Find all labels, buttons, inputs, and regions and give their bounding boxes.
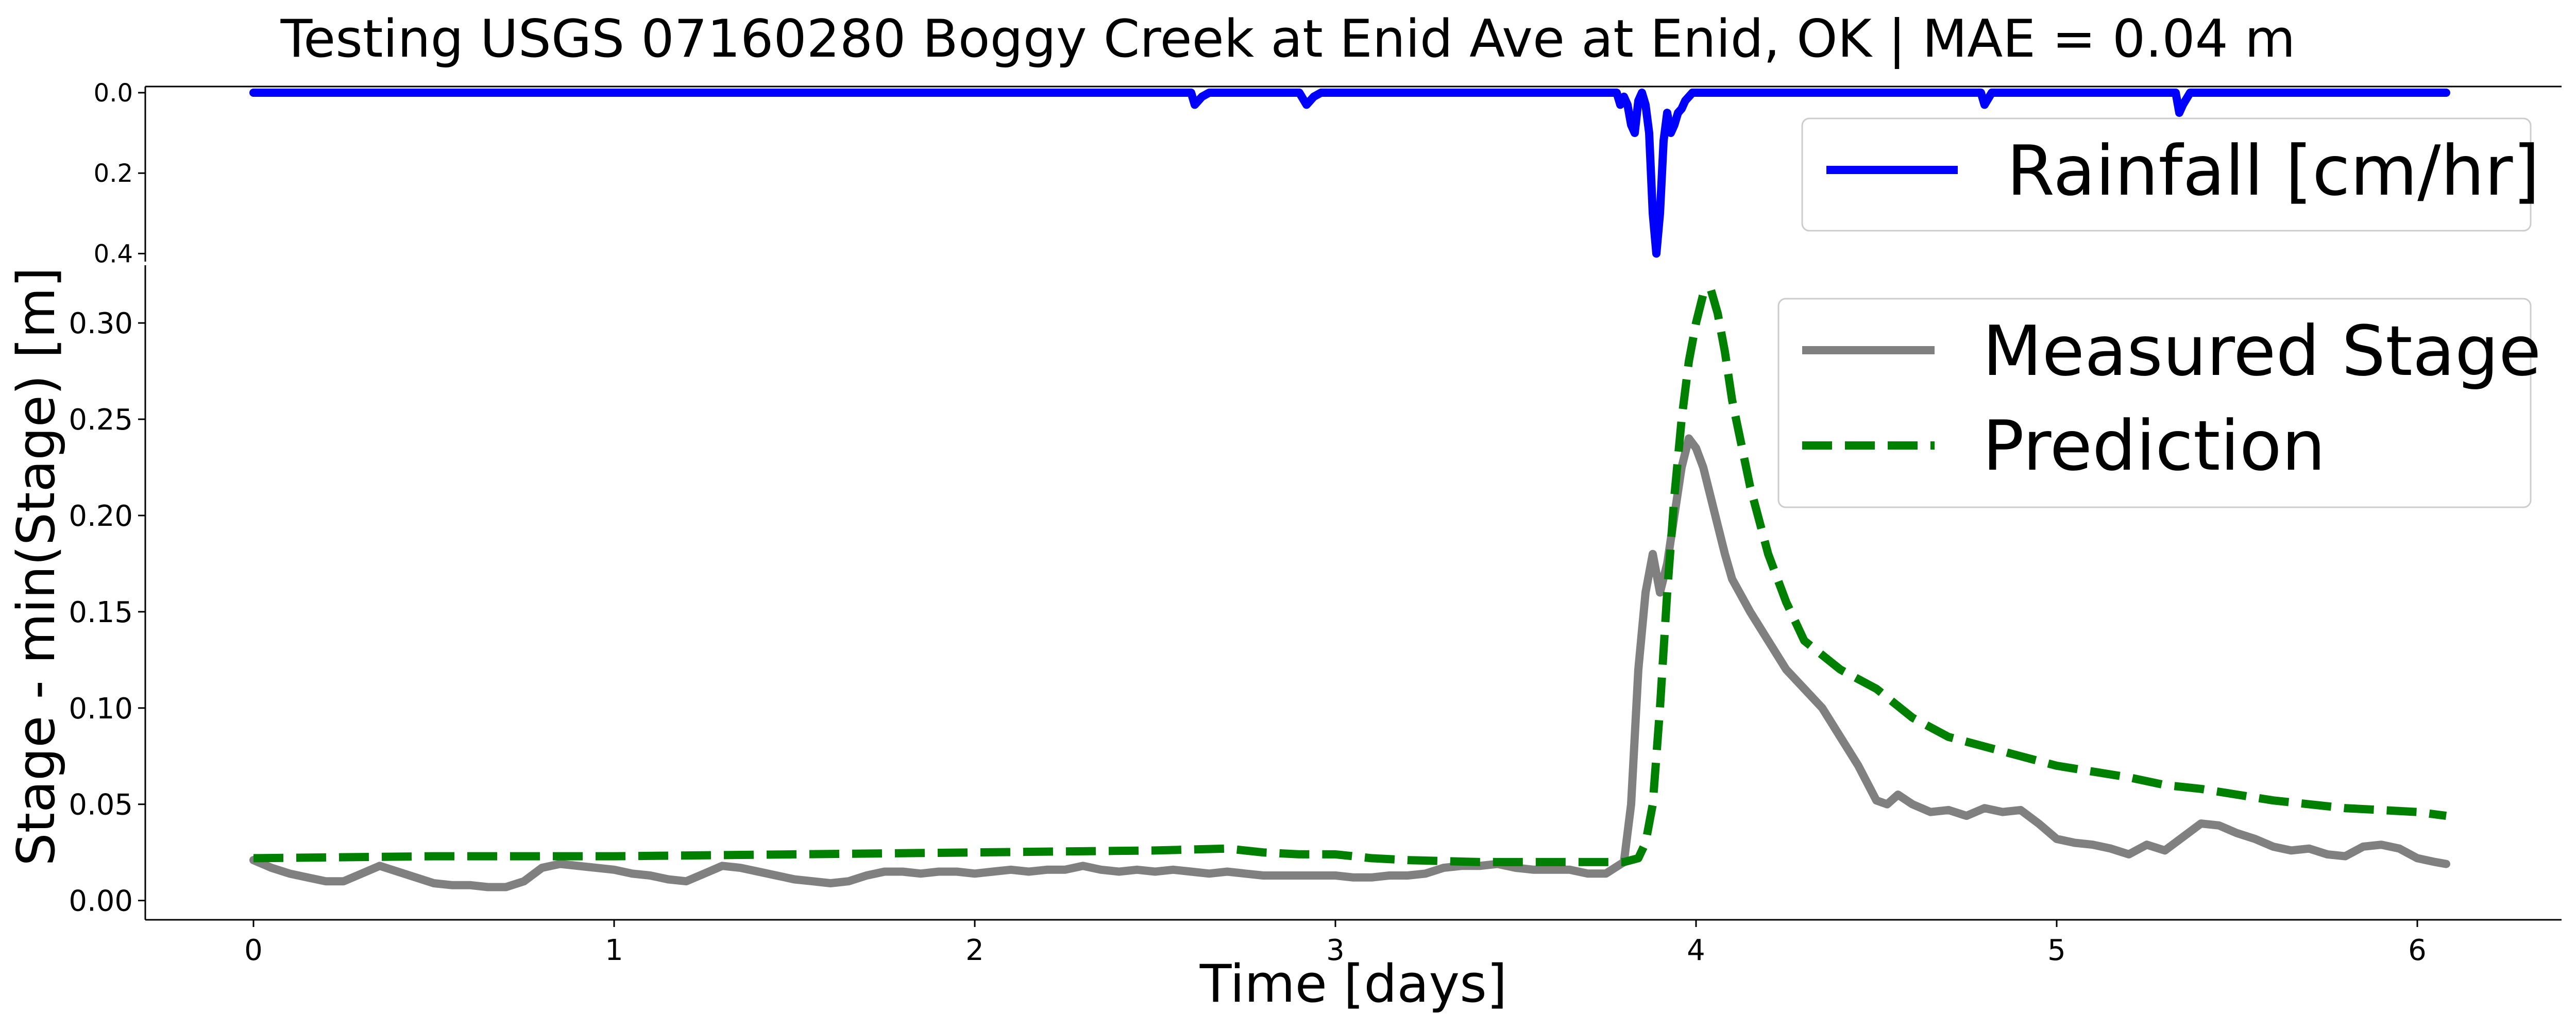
stage-y-tick-label: 0.05 bbox=[69, 788, 133, 822]
rainfall-y-tick-label: 0.4 bbox=[94, 239, 133, 268]
stage-x-tick-label: 5 bbox=[2047, 934, 2066, 967]
stage-series-group bbox=[249, 284, 2450, 891]
prediction-line bbox=[253, 284, 2447, 866]
stage-legend-frame bbox=[1777, 298, 2532, 508]
stage-y-ticks: 0.00 0.05 0.10 0.15 0.20 0.25 0.30 bbox=[69, 307, 145, 918]
measured-stage-legend-label: Measured Stage bbox=[1982, 311, 2541, 391]
stage-x-tick-label: 0 bbox=[244, 934, 263, 967]
chart-title: Testing USGS 07160280 Boggy Creek at Eni… bbox=[280, 8, 2296, 70]
stage-x-tick-label: 2 bbox=[965, 934, 984, 967]
stage-y-tick-label: 0.20 bbox=[69, 500, 133, 533]
y-axis-label: Stage - min(Stage) [m] bbox=[6, 267, 66, 866]
rainfall-panel: 0.0 0.2 0.4 Rainfall [cm/hr] bbox=[94, 79, 2562, 268]
x-axis-label: Time [days] bbox=[1199, 953, 1507, 1014]
stage-y-tick-label: 0.30 bbox=[69, 307, 133, 340]
stage-x-tick-label: 1 bbox=[605, 934, 623, 967]
rainfall-y-tick-label: 0.0 bbox=[94, 79, 133, 108]
stage-panel: 0.00 0.05 0.10 0.15 0.20 0.25 0.30 0 1 2 3 4 5 6 Tim… bbox=[6, 265, 2562, 1014]
rainfall-legend: Rainfall [cm/hr] bbox=[1801, 117, 2540, 232]
rainfall-y-tick-label: 0.2 bbox=[94, 159, 133, 188]
stage-x-ticks: 0 1 2 3 4 5 6 bbox=[244, 920, 2427, 967]
prediction-legend-label: Prediction bbox=[1982, 406, 2326, 486]
stage-y-tick-label: 0.25 bbox=[69, 403, 133, 437]
rainfall-y-ticks: 0.0 0.2 0.4 bbox=[94, 79, 145, 268]
stage-y-tick-label: 0.00 bbox=[69, 885, 133, 918]
stage-x-tick-label: 3 bbox=[1326, 934, 1345, 967]
stage-x-tick-label: 4 bbox=[1687, 934, 1705, 967]
rainfall-legend-frame bbox=[1801, 117, 2532, 232]
stage-legend: Measured Stage Prediction bbox=[1777, 298, 2541, 508]
stage-x-tick-label: 6 bbox=[2408, 934, 2427, 967]
rainfall-legend-label: Rainfall [cm/hr] bbox=[2007, 131, 2540, 211]
rainfall-series-line bbox=[249, 89, 2450, 258]
measured-stage-line bbox=[249, 434, 2450, 891]
rainfall-series-group bbox=[249, 89, 2450, 258]
stage-y-tick-label: 0.10 bbox=[69, 692, 133, 726]
stage-y-tick-label: 0.15 bbox=[69, 596, 133, 629]
